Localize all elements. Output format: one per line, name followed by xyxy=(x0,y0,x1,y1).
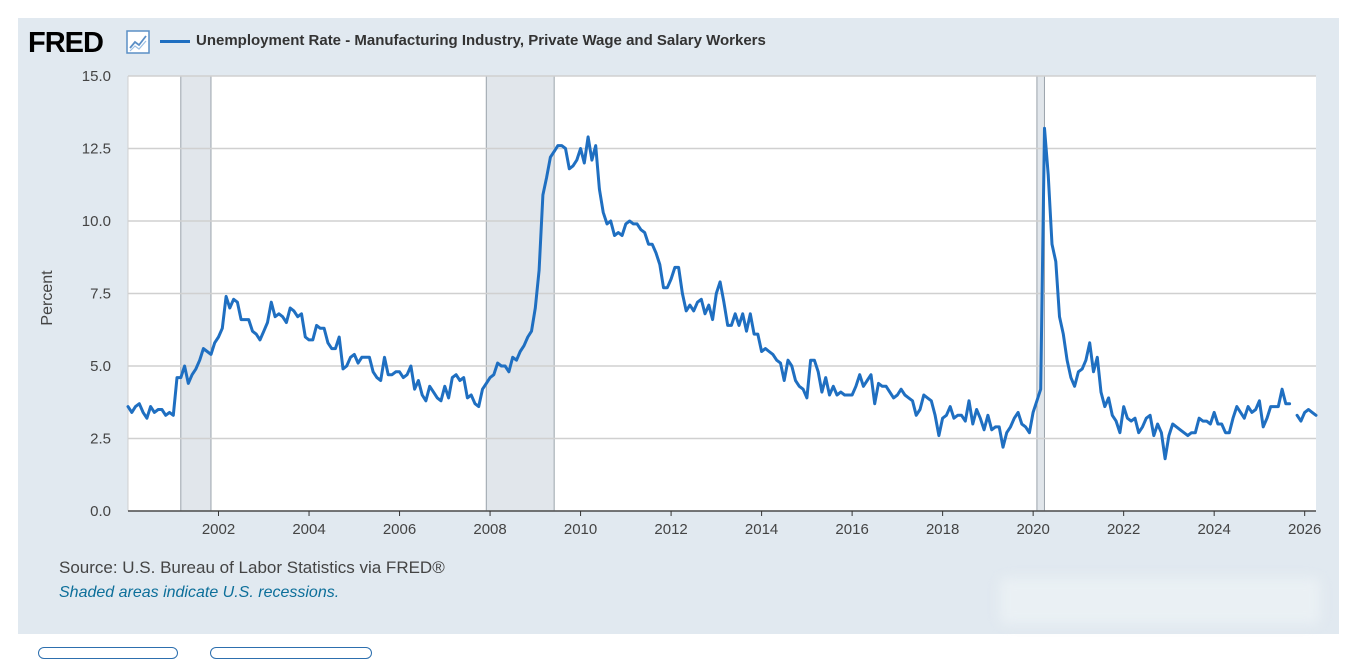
fred-logo[interactable]: FRED xyxy=(28,27,104,59)
x-tick-label: 2022 xyxy=(1107,521,1140,538)
x-tick-label: 2016 xyxy=(835,521,868,538)
x-tick-label: 2008 xyxy=(473,521,506,538)
legend-label: Unemployment Rate - Manufacturing Indust… xyxy=(196,32,766,49)
x-tick-label: 2018 xyxy=(926,521,959,538)
series-line xyxy=(126,126,1318,461)
x-tick-label: 2006 xyxy=(383,521,416,538)
y-tick-label: 7.5 xyxy=(90,286,111,303)
y-tick-label: 2.5 xyxy=(90,431,111,448)
source-text: Source: U.S. Bureau of Labor Statistics … xyxy=(59,558,445,577)
legend-swatch xyxy=(160,39,190,43)
x-tick-label: 2020 xyxy=(1016,521,1049,538)
blurred-region xyxy=(1000,578,1320,624)
x-tick-label: 2012 xyxy=(654,521,687,538)
x-tick-label: 2010 xyxy=(564,521,597,538)
x-tick-label: 2024 xyxy=(1197,521,1230,538)
recession-note: Shaded areas indicate U.S. recessions. xyxy=(59,584,340,601)
y-tick-label: 15.0 xyxy=(82,68,111,85)
legend: Unemployment Rate - Manufacturing Indust… xyxy=(160,32,766,49)
bottom-button-stub[interactable] xyxy=(38,647,178,659)
chart-line-icon xyxy=(126,30,150,54)
y-tick-label: 10.0 xyxy=(82,213,111,230)
x-tick-label: 2004 xyxy=(292,521,325,538)
x-tick-label: 2002 xyxy=(202,521,235,538)
y-tick-label: 5.0 xyxy=(90,358,111,375)
bottom-button-stub[interactable] xyxy=(210,647,372,659)
x-tick-label: 2026 xyxy=(1288,521,1321,538)
y-tick-label: 12.5 xyxy=(82,141,111,158)
y-tick-label: 0.0 xyxy=(90,503,111,520)
x-tick-label: 2014 xyxy=(745,521,778,538)
